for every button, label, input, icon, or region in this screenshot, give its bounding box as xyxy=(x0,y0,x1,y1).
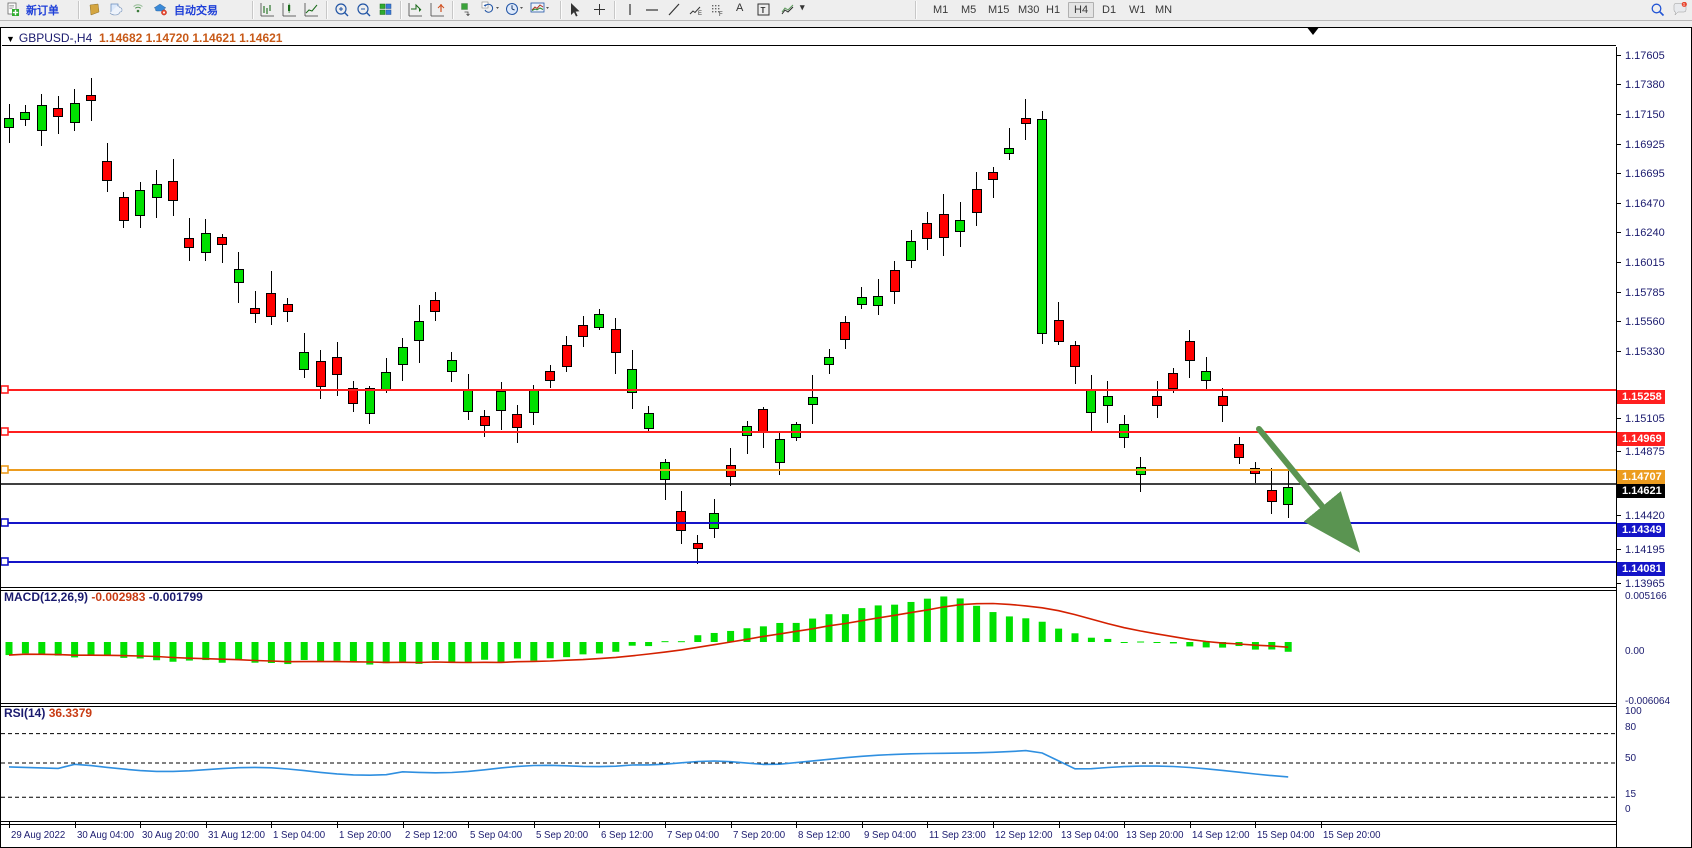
svg-text:F: F xyxy=(719,12,723,18)
svg-text:T: T xyxy=(761,6,766,15)
svg-text:1: 1 xyxy=(1683,2,1685,6)
svg-text:E: E xyxy=(698,11,702,17)
